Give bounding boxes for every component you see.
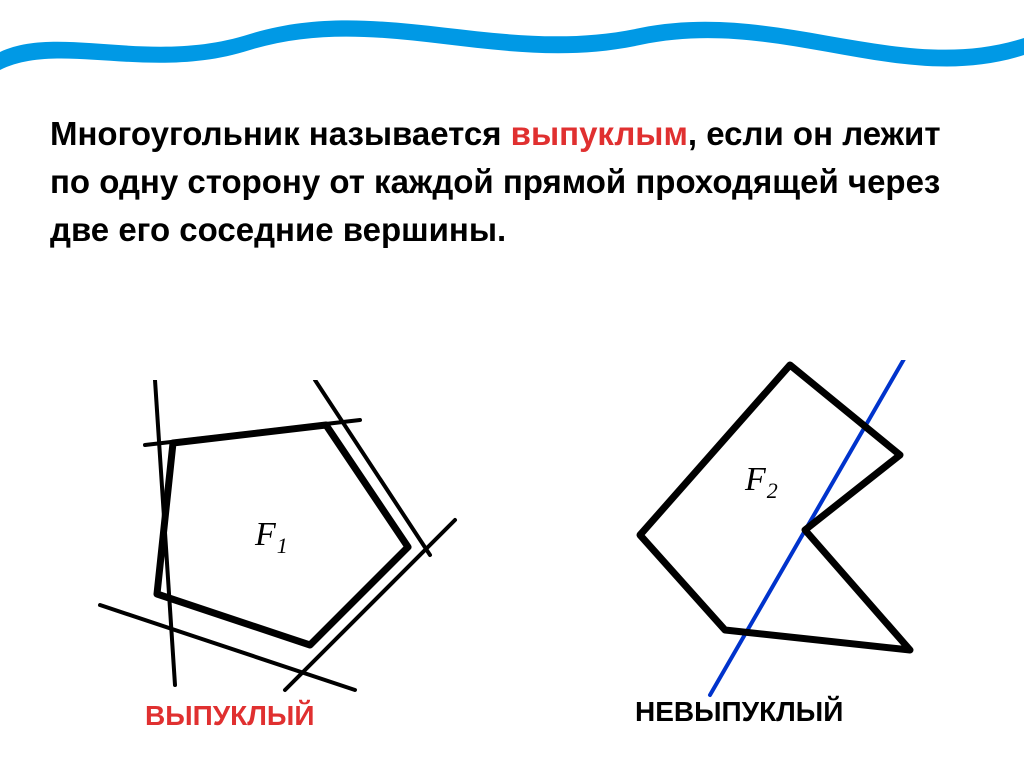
convex-label-F-main: F [254,516,277,553]
nonconvex-polygon-figure: F2 [580,360,980,700]
convex-label-F: F1 [254,516,288,558]
caption-convex: ВЫПУКЛЫЙ [145,700,314,732]
definition-keyword: выпуклым [511,115,688,152]
nonconvex-label-F-sub: 2 [767,478,778,503]
nonconvex-label-F-main: F [744,461,767,498]
definition-pre: Многоугольник называется [50,115,511,152]
convex-polygon-figure: F1 [60,380,480,710]
ext-line-2 [285,520,455,690]
nonconvex-polygon [640,365,910,650]
nonconvex-label-F: F2 [744,461,778,503]
diagrams-area: F1 F2 [40,380,984,740]
ext-line-1 [315,380,430,555]
slide: Многоугольник называется выпуклым, если … [0,0,1024,768]
caption-nonconvex: НЕВЫПУКЛЫЙ [635,696,843,728]
wave-header [0,0,1024,120]
convex-label-F-sub: 1 [277,533,288,558]
definition-text: Многоугольник называется выпуклым, если … [50,110,970,254]
